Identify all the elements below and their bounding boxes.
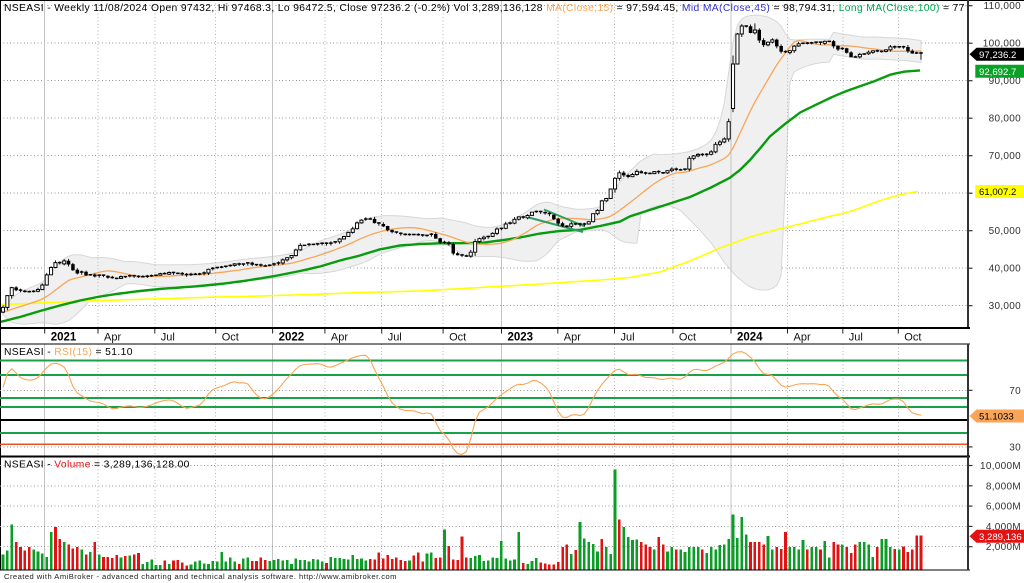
svg-text:51.1033: 51.1033	[979, 412, 1014, 423]
svg-text:NSEASI - Weekly 11/08/2024 Ope: NSEASI - Weekly 11/08/2024 Open 97432, H…	[4, 3, 965, 14]
svg-text:Jul: Jul	[388, 332, 402, 344]
svg-text:Jul: Jul	[621, 332, 635, 344]
svg-text:70: 70	[1009, 386, 1021, 397]
svg-text:110,000: 110,000	[983, 1, 1021, 12]
svg-text:NSEASI - RSI(15) = 51.10: NSEASI - RSI(15) = 51.10	[4, 347, 133, 358]
svg-text:Apr: Apr	[564, 332, 581, 344]
svg-text:30,000: 30,000	[989, 301, 1022, 312]
svg-text:Apr: Apr	[794, 332, 811, 344]
svg-text:40,000: 40,000	[989, 264, 1022, 275]
svg-text:30: 30	[1009, 442, 1021, 453]
svg-text:Oct: Oct	[679, 332, 696, 344]
svg-text:100,000: 100,000	[983, 39, 1021, 50]
svg-text:2024: 2024	[737, 332, 763, 344]
svg-text:4,000M: 4,000M	[986, 522, 1021, 533]
svg-text:2021: 2021	[51, 332, 77, 344]
svg-text:70,000: 70,000	[989, 151, 1022, 162]
svg-text:80,000: 80,000	[989, 114, 1022, 125]
svg-text:Created with AmiBroker - advan: Created with AmiBroker - advanced charti…	[4, 572, 397, 581]
svg-text:10,000M: 10,000M	[980, 461, 1021, 472]
svg-text:NSEASI - Volume = 3,289,136,12: NSEASI - Volume = 3,289,136,128.00	[4, 460, 190, 471]
svg-text:3,289,136: 3,289,136	[979, 532, 1022, 543]
svg-text:50,000: 50,000	[989, 226, 1022, 237]
svg-text:Apr: Apr	[104, 332, 121, 344]
svg-text:8,000M: 8,000M	[986, 481, 1021, 492]
svg-text:2,000M: 2,000M	[986, 542, 1021, 553]
svg-text:Apr: Apr	[331, 332, 348, 344]
svg-text:61,007.2: 61,007.2	[979, 187, 1016, 198]
svg-text:Oct: Oct	[222, 332, 239, 344]
svg-text:Oct: Oct	[904, 332, 921, 344]
svg-text:2023: 2023	[508, 332, 534, 344]
svg-text:Jul: Jul	[849, 332, 863, 344]
svg-text:97,236.2: 97,236.2	[979, 50, 1016, 61]
svg-text:6,000M: 6,000M	[986, 502, 1021, 513]
svg-text:2022: 2022	[279, 332, 305, 344]
svg-text:92,692.7: 92,692.7	[979, 67, 1016, 78]
svg-text:90,000: 90,000	[989, 76, 1022, 87]
svg-text:Oct: Oct	[449, 332, 466, 344]
svg-text:Jul: Jul	[161, 332, 175, 344]
